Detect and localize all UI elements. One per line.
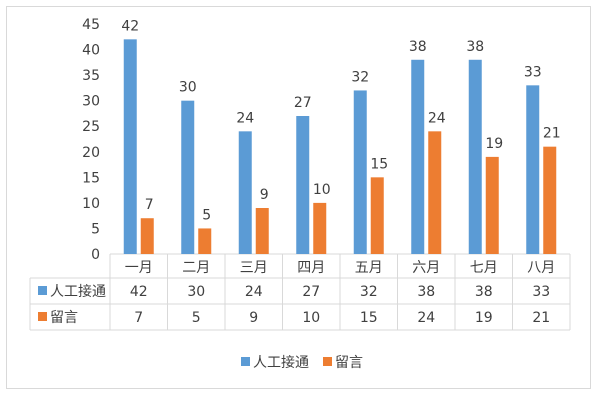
data-label: 7 — [145, 197, 154, 213]
x-tick-label: 二月 — [182, 260, 210, 276]
table-cell: 30 — [187, 284, 205, 300]
x-tick-label: 四月 — [297, 260, 325, 276]
table-cell: 10 — [302, 310, 320, 326]
data-label: 19 — [485, 136, 503, 152]
data-label: 27 — [294, 95, 312, 111]
y-tick-label: 25 — [82, 119, 100, 135]
data-label: 9 — [260, 187, 269, 203]
bar-series2 — [255, 208, 269, 254]
table-cell: 5 — [192, 310, 201, 326]
y-tick-label: 20 — [82, 145, 100, 161]
x-tick-label: 八月 — [527, 260, 555, 276]
bar-series2 — [198, 228, 212, 254]
bar-series1 — [468, 59, 482, 255]
table-cell: 19 — [475, 310, 493, 326]
data-label: 32 — [351, 69, 369, 85]
bar-series1 — [411, 59, 425, 255]
data-label: 24 — [236, 110, 254, 126]
table-cell: 27 — [302, 284, 320, 300]
data-label: 33 — [524, 64, 542, 80]
bar-series1 — [181, 100, 195, 255]
table-cell: 32 — [360, 284, 378, 300]
table-cell: 15 — [360, 310, 378, 326]
x-tick-label: 一月 — [125, 260, 153, 276]
data-label: 10 — [313, 182, 331, 198]
bar-series2 — [428, 131, 442, 254]
y-tick-label: 40 — [82, 43, 100, 59]
bar-series1 — [526, 85, 540, 254]
bar-series2 — [313, 202, 327, 254]
y-tick-label: 10 — [82, 196, 100, 212]
bar-series1 — [238, 131, 252, 254]
bar-series1 — [123, 39, 137, 255]
bar-series1 — [296, 116, 310, 254]
bar-series2 — [485, 156, 499, 254]
legend-label: 人工接通 — [253, 354, 309, 371]
y-tick-label: 35 — [82, 68, 100, 84]
y-tick-label: 45 — [82, 17, 100, 33]
table-cell: 38 — [417, 284, 435, 300]
legend-swatch — [241, 357, 250, 366]
table-cell: 7 — [134, 310, 143, 326]
table-legend-key — [38, 286, 47, 295]
table-cell: 42 — [130, 284, 148, 300]
table-cell: 24 — [245, 284, 263, 300]
legend-label: 留言 — [335, 355, 363, 371]
x-tick-label: 五月 — [355, 260, 383, 276]
data-label: 24 — [428, 110, 446, 126]
table-cell: 21 — [532, 310, 550, 326]
bar-series1 — [353, 90, 367, 254]
table-cell: 33 — [532, 284, 550, 300]
data-label: 5 — [202, 207, 211, 223]
bar-series2 — [140, 218, 154, 254]
table-legend-key — [38, 312, 47, 321]
data-label: 21 — [543, 126, 561, 142]
data-label: 38 — [409, 39, 427, 55]
bar-series2 — [543, 146, 557, 254]
x-tick-label: 六月 — [412, 260, 440, 276]
x-tick-label: 七月 — [470, 260, 498, 276]
table-series-name: 留言 — [50, 310, 78, 326]
data-label: 42 — [121, 18, 139, 34]
table-cell: 24 — [417, 310, 435, 326]
x-tick-label: 三月 — [240, 260, 268, 276]
table-series-name: 人工接通 — [50, 283, 106, 300]
table-cell: 38 — [475, 284, 493, 300]
table-cell: 9 — [249, 310, 258, 326]
y-tick-label: 0 — [91, 247, 100, 263]
data-label: 15 — [370, 156, 388, 172]
y-tick-label: 30 — [82, 94, 100, 110]
data-label: 30 — [179, 80, 197, 96]
y-tick-label: 15 — [82, 170, 100, 186]
bar-series2 — [370, 177, 384, 254]
y-tick-label: 5 — [91, 221, 100, 237]
legend-swatch — [323, 357, 332, 366]
data-label: 38 — [466, 39, 484, 55]
